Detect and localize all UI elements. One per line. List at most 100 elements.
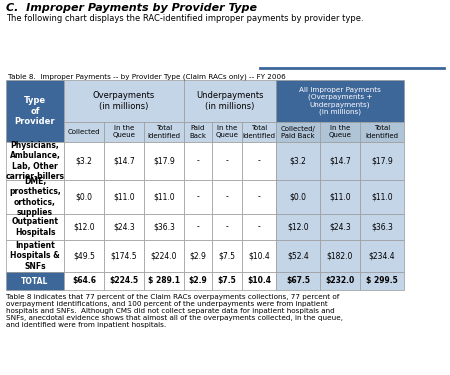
Text: $14.7: $14.7: [113, 156, 135, 165]
Text: $234.4: $234.4: [369, 252, 395, 261]
Bar: [212, 142, 242, 180]
Bar: [64, 214, 104, 240]
Bar: [6, 142, 64, 180]
Bar: [360, 214, 404, 240]
Text: $49.5: $49.5: [73, 252, 95, 261]
Bar: [360, 180, 404, 214]
Text: $64.6: $64.6: [72, 276, 96, 285]
Bar: [276, 80, 404, 122]
Bar: [242, 272, 276, 290]
Bar: [6, 214, 64, 240]
Bar: [184, 80, 276, 122]
Bar: [242, 142, 276, 180]
Bar: [276, 214, 320, 240]
Bar: [64, 272, 104, 290]
Text: -: -: [197, 156, 199, 165]
Bar: [6, 240, 64, 272]
Bar: [276, 142, 320, 180]
Text: $12.0: $12.0: [73, 222, 95, 231]
Text: -: -: [197, 192, 199, 201]
Bar: [104, 180, 144, 214]
Bar: [360, 240, 404, 272]
Text: DME,
prosthetics,
orthotics,
supplies: DME, prosthetics, orthotics, supplies: [9, 177, 61, 217]
Bar: [64, 180, 104, 214]
Text: $0.0: $0.0: [76, 192, 93, 201]
Text: Total
Identified: Total Identified: [365, 126, 399, 138]
Bar: [184, 214, 212, 240]
Text: $36.3: $36.3: [153, 222, 175, 231]
Text: $3.2: $3.2: [76, 156, 92, 165]
Text: $2.9: $2.9: [189, 276, 207, 285]
Bar: [104, 122, 144, 142]
Text: -: -: [225, 156, 228, 165]
Text: -: -: [257, 156, 261, 165]
Bar: [212, 214, 242, 240]
Bar: [64, 142, 104, 180]
Bar: [320, 180, 360, 214]
Bar: [320, 142, 360, 180]
Text: Inpatient
Hospitals &
SNFs: Inpatient Hospitals & SNFs: [10, 241, 60, 271]
Text: $224.0: $224.0: [151, 252, 177, 261]
Text: $232.0: $232.0: [325, 276, 355, 285]
Bar: [144, 142, 184, 180]
Bar: [64, 80, 184, 122]
Text: Physicians,
Ambulance,
Lab, Other
carrier-billers: Physicians, Ambulance, Lab, Other carrie…: [5, 141, 64, 181]
Bar: [320, 214, 360, 240]
Bar: [212, 122, 242, 142]
Bar: [276, 122, 320, 142]
Bar: [104, 214, 144, 240]
Bar: [212, 272, 242, 290]
Bar: [360, 122, 404, 142]
Bar: [64, 122, 104, 142]
Bar: [144, 272, 184, 290]
Text: Paid
Back: Paid Back: [189, 126, 207, 138]
Bar: [6, 180, 64, 214]
Text: $12.0: $12.0: [287, 222, 309, 231]
Bar: [64, 240, 104, 272]
Text: $14.7: $14.7: [329, 156, 351, 165]
Bar: [144, 240, 184, 272]
Bar: [242, 180, 276, 214]
Text: $174.5: $174.5: [111, 252, 137, 261]
Text: -: -: [197, 222, 199, 231]
Text: Table 8.  Improper Payments -- by Provider Type (Claim RACs only) -- FY 2006: Table 8. Improper Payments -- by Provide…: [8, 73, 286, 80]
Text: $11.0: $11.0: [113, 192, 135, 201]
Text: Total
Identified: Total Identified: [148, 126, 180, 138]
Text: In the
Queue: In the Queue: [328, 126, 351, 138]
Text: $11.0: $11.0: [329, 192, 351, 201]
Text: Table 8 indicates that 77 percent of the Claim RACs overpayments collections, 77: Table 8 indicates that 77 percent of the…: [6, 294, 343, 328]
Bar: [184, 142, 212, 180]
Bar: [6, 272, 64, 290]
Bar: [242, 214, 276, 240]
Text: Total
Identified: Total Identified: [243, 126, 275, 138]
Text: $11.0: $11.0: [371, 192, 393, 201]
Text: $24.3: $24.3: [113, 222, 135, 231]
Text: Type
of
Provider: Type of Provider: [15, 96, 55, 126]
Text: $17.9: $17.9: [153, 156, 175, 165]
Text: $0.0: $0.0: [289, 192, 306, 201]
Text: $11.0: $11.0: [153, 192, 175, 201]
Text: TOTAL: TOTAL: [21, 276, 49, 285]
Bar: [320, 240, 360, 272]
Bar: [212, 180, 242, 214]
Text: Collected/
Paid Back: Collected/ Paid Back: [280, 126, 315, 138]
Text: -: -: [257, 192, 261, 201]
Bar: [184, 180, 212, 214]
Text: C.  Improper Payments by Provider Type: C. Improper Payments by Provider Type: [6, 3, 257, 13]
Bar: [276, 240, 320, 272]
Bar: [276, 180, 320, 214]
Text: Overpayments
(in millions): Overpayments (in millions): [93, 91, 155, 111]
Text: In the
Queue: In the Queue: [216, 126, 238, 138]
Bar: [184, 122, 212, 142]
Text: $36.3: $36.3: [371, 222, 393, 231]
Bar: [360, 272, 404, 290]
Text: $ 299.5: $ 299.5: [366, 276, 398, 285]
Text: $ 289.1: $ 289.1: [148, 276, 180, 285]
Bar: [242, 240, 276, 272]
Text: $7.5: $7.5: [219, 252, 235, 261]
Text: $182.0: $182.0: [327, 252, 353, 261]
Text: -: -: [257, 222, 261, 231]
Bar: [184, 272, 212, 290]
Text: $2.9: $2.9: [189, 252, 207, 261]
Bar: [276, 272, 320, 290]
